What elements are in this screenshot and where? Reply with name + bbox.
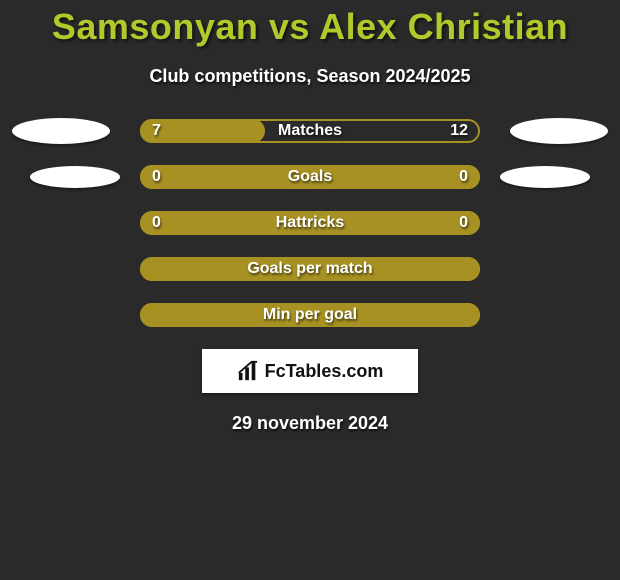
- bar-chart-icon: [237, 360, 259, 382]
- stat-row-hattricks: 0 Hattricks 0: [0, 211, 620, 235]
- comparison-card: Samsonyan vs Alex Christian Club competi…: [0, 0, 620, 434]
- stat-row-goals: 0 Goals 0: [0, 165, 620, 189]
- page-title: Samsonyan vs Alex Christian: [0, 6, 620, 48]
- brand-text: FcTables.com: [265, 361, 384, 382]
- bar-fill: [140, 165, 480, 189]
- snapshot-date: 29 november 2024: [0, 413, 620, 434]
- stat-bar-matches: 7 Matches 12: [140, 119, 480, 143]
- stat-bar-hattricks: 0 Hattricks 0: [140, 211, 480, 235]
- bar-fill: [140, 257, 480, 281]
- stat-right-value: 0: [459, 165, 468, 189]
- stat-bar-goals: 0 Goals 0: [140, 165, 480, 189]
- stat-bar-gpm: Goals per match: [140, 257, 480, 281]
- stat-right-value: 12: [450, 119, 468, 143]
- player2-marker: [500, 166, 590, 188]
- stat-row-mpg: Min per goal: [0, 303, 620, 327]
- bar-fill: [140, 211, 480, 235]
- stat-left-value: 0: [152, 211, 161, 235]
- brand-badge: FcTables.com: [202, 349, 418, 393]
- stat-row-gpm: Goals per match: [0, 257, 620, 281]
- stat-bar-mpg: Min per goal: [140, 303, 480, 327]
- season-subtitle: Club competitions, Season 2024/2025: [0, 66, 620, 87]
- stat-left-value: 7: [152, 119, 161, 143]
- stat-right-value: 0: [459, 211, 468, 235]
- stat-row-matches: 7 Matches 12: [0, 119, 620, 143]
- stat-left-value: 0: [152, 165, 161, 189]
- player1-marker: [12, 118, 110, 144]
- player1-marker: [30, 166, 120, 188]
- player2-marker: [510, 118, 608, 144]
- bar-fill: [140, 303, 480, 327]
